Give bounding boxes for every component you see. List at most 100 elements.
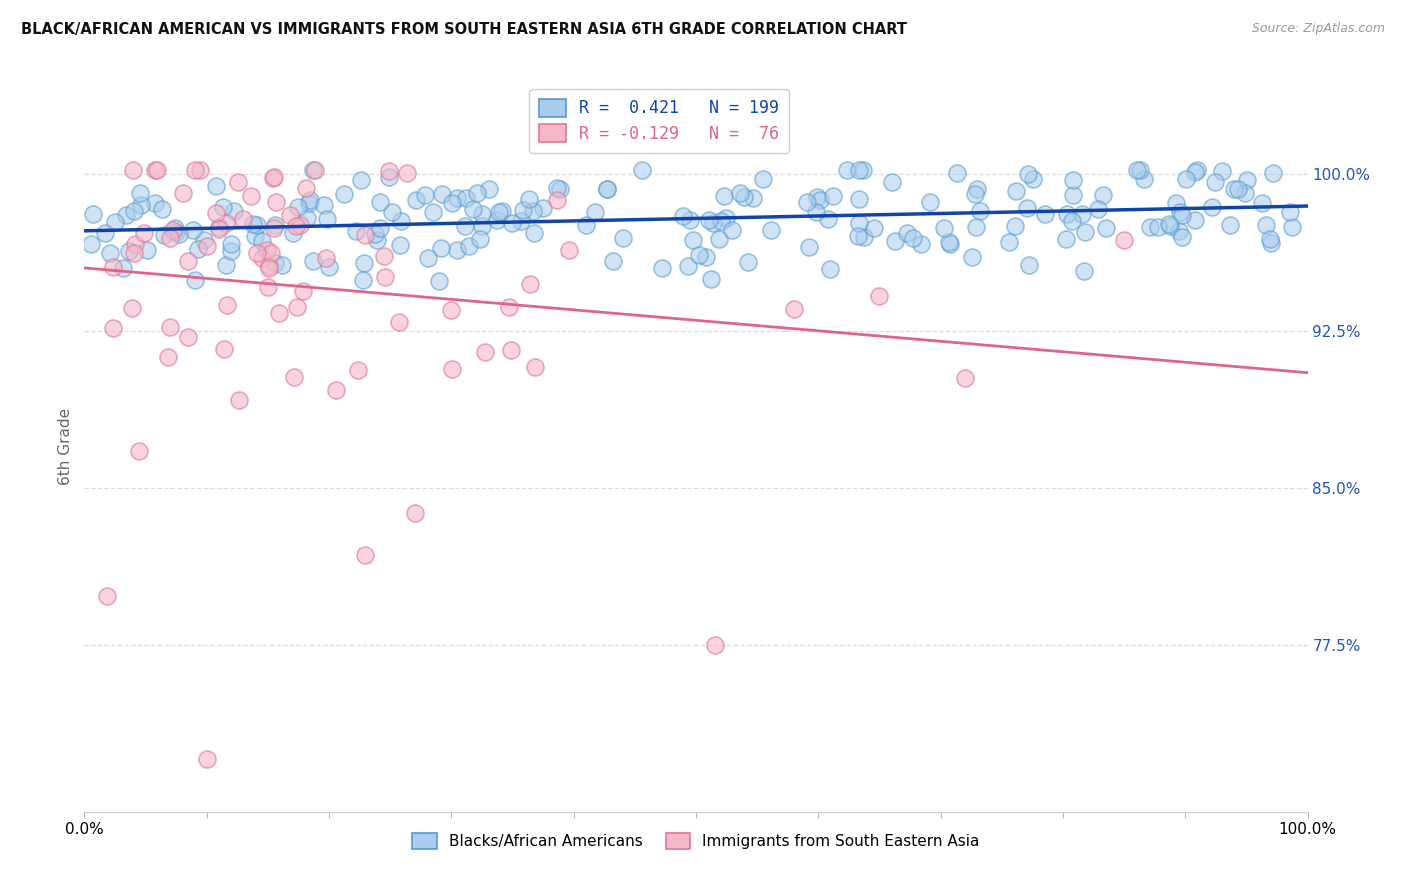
Point [208,220,231,235]
Point [808,194,831,208]
Point [697,213,720,227]
Point [388,315,411,329]
Point [215,216,238,230]
Point [454,191,477,205]
Point [353,256,375,270]
Point [98,245,121,260]
Point [167,227,190,241]
Point [146,163,169,178]
Point [465,186,488,201]
Point [82,207,104,221]
Point [129,198,152,212]
Point [285,300,308,314]
Point [262,171,284,186]
Point [373,249,395,263]
Point [713,189,735,203]
Point [519,277,541,292]
Point [389,214,412,228]
Point [427,274,450,288]
Point [1073,264,1095,278]
Point [486,213,509,227]
Point [471,207,494,221]
Point [172,186,194,200]
Point [122,163,145,178]
Point [301,254,323,268]
Point [546,181,568,195]
Point [1281,219,1303,234]
Point [441,195,464,210]
Point [184,272,207,286]
Point [176,254,198,268]
Point [862,220,884,235]
Point [869,289,891,303]
Point [370,195,392,210]
Point [208,222,231,236]
Point [612,230,634,244]
Point [263,170,285,185]
Point [122,245,145,260]
Point [177,330,200,344]
Point [283,369,305,384]
Point [759,223,782,237]
Point [136,243,159,257]
Point [1260,232,1282,246]
Point [678,260,700,274]
Point [101,320,124,334]
Point [1054,232,1077,246]
Point [446,191,468,205]
Point [150,202,173,216]
Legend: Blacks/African Americans, Immigrants from South Eastern Asia: Blacks/African Americans, Immigrants fro… [406,826,986,855]
Point [298,196,321,211]
Point [1260,236,1282,251]
Point [737,255,759,269]
Point [1087,202,1109,217]
Point [1211,164,1233,178]
Point [953,371,976,385]
Point [1126,163,1149,178]
Point [188,163,211,178]
Point [852,163,875,178]
Point [804,205,827,219]
Point [1091,187,1114,202]
Point [132,227,155,241]
Point [429,241,451,255]
Point [270,258,292,272]
Point [548,181,571,195]
Point [853,229,876,244]
Point [596,182,619,196]
Point [1114,233,1136,247]
Point [939,237,962,252]
Point [374,270,396,285]
Point [104,215,127,229]
Point [205,178,228,193]
Point [195,752,218,766]
Point [260,246,283,260]
Point [440,362,463,376]
Point [938,235,960,250]
Point [285,219,308,233]
Point [558,243,581,257]
Point [1017,201,1039,215]
Point [315,252,337,266]
Point [471,219,494,233]
Point [1170,230,1192,244]
Point [1167,223,1189,237]
Point [575,218,598,232]
Point [316,211,339,226]
Point [474,344,496,359]
Point [378,169,401,184]
Point [1005,184,1028,198]
Point [1219,218,1241,232]
Point [1060,214,1083,228]
Point [232,212,254,227]
Point [159,319,181,334]
Point [457,239,479,253]
Point [946,166,969,180]
Point [246,219,269,233]
Point [413,188,436,202]
Point [1033,207,1056,221]
Point [962,250,984,264]
Point [752,171,775,186]
Point [212,200,235,214]
Point [80,237,103,252]
